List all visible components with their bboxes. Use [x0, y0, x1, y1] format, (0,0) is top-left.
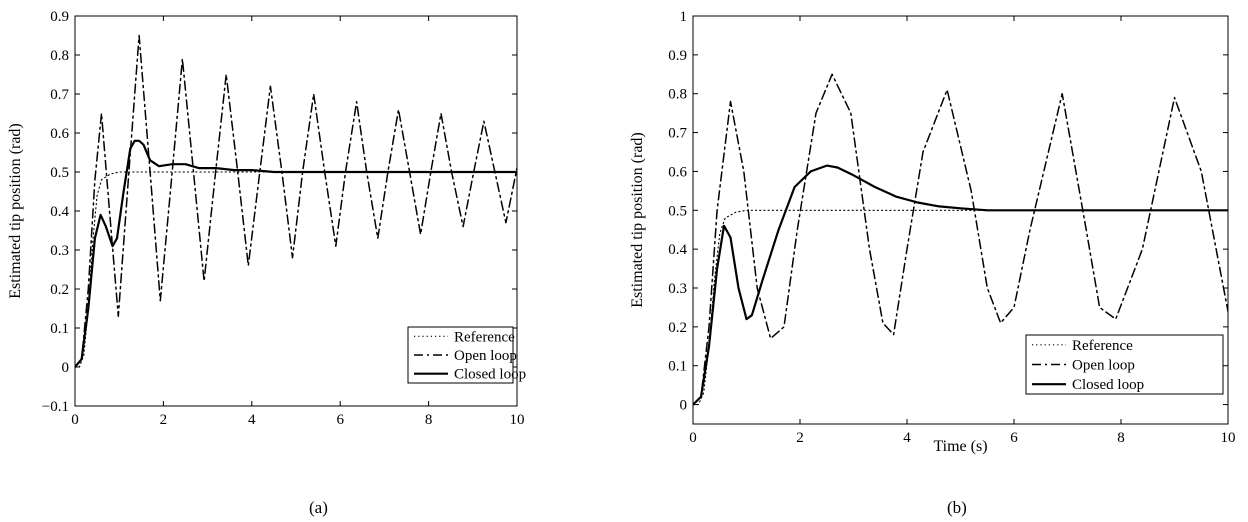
x-axis-label: Time (s) [933, 438, 987, 455]
y-tick-label: 1 [680, 9, 688, 25]
y-tick-label: 0.8 [50, 48, 69, 64]
y-tick-label: 0.5 [668, 203, 687, 219]
x-tick-label: 0 [71, 412, 79, 428]
y-tick-label: 0.7 [50, 87, 69, 103]
legend-label: Reference [454, 329, 515, 345]
plot-frame [692, 15, 1229, 425]
legend: Reference Open loop Closed loop [1025, 334, 1224, 395]
series-line-closed-loop [693, 164, 1228, 406]
y-tick-label: 0.4 [50, 204, 69, 220]
y-tick-label: 0.3 [50, 243, 69, 259]
y-tick-label: 0.7 [668, 126, 687, 142]
panel-label-a: (a) [309, 498, 328, 517]
x-tick-label: 2 [796, 430, 804, 446]
series-line-closed-loop [75, 139, 517, 369]
legend-label: Reference [1072, 338, 1133, 354]
y-tick-label: 0.8 [668, 87, 687, 103]
y-tick-label: 0.9 [50, 9, 69, 25]
series-line-open-loop [75, 34, 517, 368]
y-tick-label: −0.1 [42, 399, 69, 415]
x-tick-label: 10 [1221, 430, 1236, 446]
y-axis-label: Estimated tip position (rad) [7, 123, 24, 299]
series-group [75, 34, 517, 369]
y-tick-label: 0.2 [668, 320, 687, 336]
legend-label: Open loop [454, 348, 517, 364]
y-tick-label: 0.6 [668, 164, 687, 180]
legend-label: Closed loop [1072, 377, 1144, 393]
panel-label-b: (b) [947, 498, 967, 517]
y-tick-label: 0.9 [668, 48, 687, 64]
x-tick-label: 10 [510, 412, 525, 428]
y-tick-label: 0.1 [668, 359, 687, 375]
y-tick-label: 0.4 [668, 242, 687, 258]
legend-label: Closed loop [454, 367, 526, 383]
y-tick-label: 0.6 [50, 126, 69, 142]
chart-panel-a: 0 2 4 6 8 10−0.100.10.20.30.40.50.60.70.80.9E… [7, 9, 526, 428]
legend: Reference Open loop Closed loop [407, 326, 526, 384]
legend-label: Open loop [1072, 358, 1135, 374]
y-tick-label: 0.3 [668, 281, 687, 297]
x-tick-label: 4 [903, 430, 911, 446]
x-tick-label: 2 [160, 412, 168, 428]
y-tick-label: 0 [62, 360, 70, 376]
x-tick-label: 0 [689, 430, 697, 446]
x-tick-label: 4 [248, 412, 256, 428]
series-line-open-loop [693, 73, 1228, 406]
y-tick-label: 0.1 [50, 321, 69, 337]
chart-panel-b: 0 2 4 6 8 10 0 0.1 0.2 0.3 0.4 0.5 0.6 0.7 0.8 0.9 1 Esti… [629, 9, 1236, 455]
series-group [693, 73, 1228, 406]
y-axis-label: Estimated tip position (rad) [629, 132, 646, 308]
y-tick-label: 0.2 [50, 282, 69, 298]
x-tick-label: 6 [1010, 430, 1018, 446]
y-tick-label: 0.5 [50, 165, 69, 181]
x-tick-label: 8 [425, 412, 433, 428]
y-tick-label: 0 [680, 398, 688, 414]
x-tick-label: 6 [336, 412, 344, 428]
x-tick-label: 8 [1117, 430, 1125, 446]
